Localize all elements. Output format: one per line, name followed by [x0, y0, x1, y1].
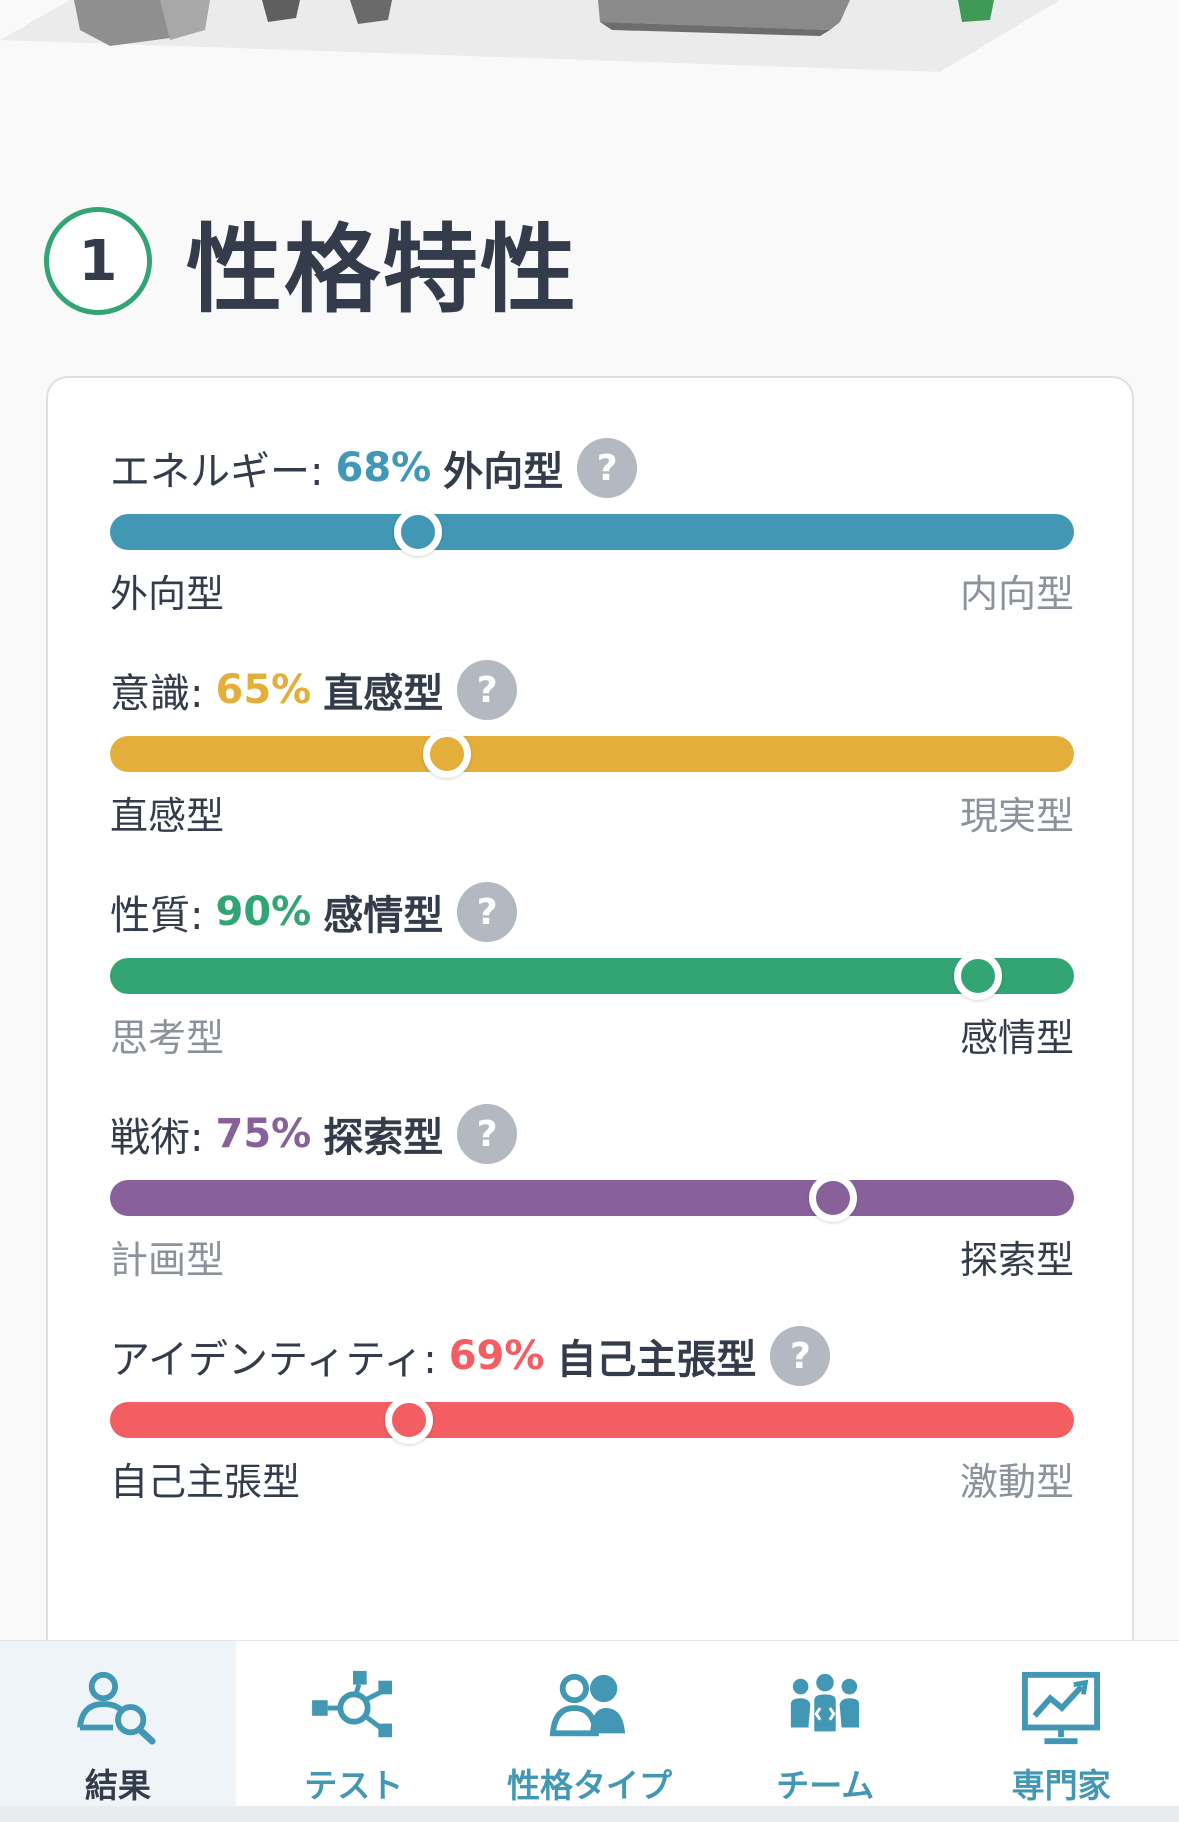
- trait-percent: 90%: [215, 889, 312, 935]
- trait-pole-left: 外向型: [110, 572, 225, 616]
- nav-label-team: チーム: [776, 1766, 875, 1805]
- help-icon[interactable]: ?: [457, 660, 518, 720]
- trait-row: エネルギー: 68% 外向型? 外向型 内向型: [110, 438, 1074, 618]
- trait-percent: 65%: [215, 667, 312, 713]
- trait-pole-right: 内向型: [959, 572, 1074, 616]
- trait-pole-right: 現実型: [959, 794, 1074, 838]
- trait-slider-track: [110, 1396, 1074, 1444]
- trait-poles: 思考型 感情型: [110, 1014, 1074, 1062]
- trait-label: エネルギー: 68% 外向型?: [110, 438, 1074, 498]
- trait-slider-knob: [384, 1396, 433, 1444]
- bottom-nav: 結果 テスト 性格タイプ: [0, 1640, 1179, 1822]
- section-header: 1 性格特性: [44, 206, 578, 326]
- nav-bottom-strip: [0, 1806, 1179, 1822]
- help-icon[interactable]: ?: [770, 1326, 831, 1386]
- help-icon[interactable]: ?: [457, 882, 518, 942]
- trait-name: 戦術:: [110, 1115, 204, 1161]
- trait-type: 直感型: [323, 671, 444, 717]
- professional-chart-icon: [1022, 1671, 1101, 1745]
- trait-row: 意識: 65% 直感型? 直感型 現実型: [110, 660, 1074, 840]
- trait-label: 戦術: 75% 探索型?: [110, 1104, 1074, 1164]
- trait-percent: 75%: [215, 1111, 312, 1157]
- trait-pole-right: 感情型: [959, 1016, 1074, 1060]
- nav-item-personality-types[interactable]: 性格タイプ: [472, 1641, 708, 1807]
- trait-name: 性質:: [110, 893, 204, 939]
- trait-name: エネルギー:: [110, 449, 324, 495]
- team-icon: [791, 1673, 860, 1732]
- trait-pole-right: 探索型: [959, 1238, 1074, 1282]
- trait-slider-track: [110, 730, 1074, 778]
- nav-label-personality-types: 性格タイプ: [506, 1766, 672, 1805]
- trait-slider-knob: [423, 730, 472, 778]
- trait-type: 外向型: [443, 449, 564, 495]
- trait-pole-left: 自己主張型: [110, 1460, 301, 1504]
- personality-types-icon: [550, 1673, 626, 1737]
- nav-item-professional[interactable]: 専門家: [943, 1641, 1179, 1807]
- nav-label-professional: 専門家: [1011, 1766, 1111, 1805]
- trait-name: アイデンティティ:: [110, 1337, 437, 1383]
- trait-slider-track: [110, 1174, 1074, 1222]
- help-icon[interactable]: ?: [577, 438, 638, 498]
- results-icon: [76, 1671, 156, 1745]
- trait-pole-left: 直感型: [110, 794, 225, 838]
- trait-type: 感情型: [323, 893, 444, 939]
- trait-poles: 外向型 内向型: [110, 570, 1074, 618]
- trait-label: 性質: 90% 感情型?: [110, 882, 1074, 942]
- trait-poles: 直感型 現実型: [110, 792, 1074, 840]
- trait-row: 性質: 90% 感情型? 思考型 感情型: [110, 882, 1074, 1062]
- nav-label-test: テスト: [304, 1766, 404, 1805]
- trait-poles: 計画型 探索型: [110, 1236, 1074, 1284]
- nav-item-test[interactable]: テスト: [236, 1641, 472, 1807]
- trait-name: 意識:: [110, 671, 204, 717]
- test-network-icon: [311, 1670, 392, 1738]
- traits-card: エネルギー: 68% 外向型? 外向型 内向型 意識: 65% 直感型? 直感型 現実型 性質: 90…: [46, 376, 1134, 1696]
- section-number-badge: 1: [44, 207, 152, 315]
- trait-percent: 69%: [448, 1333, 545, 1379]
- nav-item-results[interactable]: 結果: [0, 1641, 236, 1807]
- trait-slider-track: [110, 508, 1074, 556]
- nav-item-team[interactable]: チーム: [707, 1641, 943, 1807]
- trait-pole-left: 計画型: [110, 1238, 225, 1282]
- section-title: 性格特性: [186, 213, 578, 326]
- trait-slider-knob: [809, 1174, 857, 1222]
- trait-label: 意識: 65% 直感型?: [110, 660, 1074, 720]
- hero-illustration: [0, 0, 1060, 72]
- trait-percent: 68%: [335, 445, 432, 491]
- trait-row: アイデンティティ: 69% 自己主張型? 自己主張型 激動型: [110, 1326, 1074, 1506]
- trait-type: 自己主張型: [556, 1337, 757, 1383]
- trait-slider-knob: [394, 508, 443, 556]
- trait-poles: 自己主張型 激動型: [110, 1458, 1074, 1506]
- trait-slider-track: [110, 952, 1074, 1000]
- trait-type: 探索型: [323, 1115, 444, 1161]
- trait-pole-left: 思考型: [110, 1016, 225, 1060]
- trait-pole-right: 激動型: [959, 1460, 1074, 1504]
- trait-slider-knob: [953, 952, 1002, 1000]
- trait-row: 戦術: 75% 探索型? 計画型 探索型: [110, 1104, 1074, 1284]
- help-icon[interactable]: ?: [457, 1104, 518, 1164]
- nav-label-results: 結果: [84, 1766, 151, 1805]
- trait-label: アイデンティティ: 69% 自己主張型?: [110, 1326, 1074, 1386]
